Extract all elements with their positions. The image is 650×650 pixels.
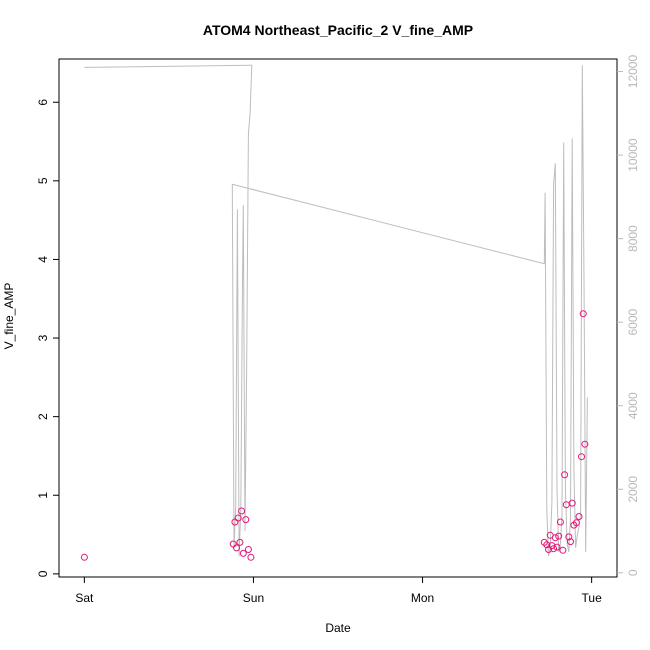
- y2-tick-label-2: 4000: [626, 392, 640, 419]
- y-tick-label-4: 4: [36, 256, 50, 263]
- data-point: [244, 546, 252, 553]
- data-point: [80, 553, 88, 561]
- data-point: [568, 499, 576, 507]
- data-point: [556, 518, 564, 526]
- y2-tick-label-0: 0: [626, 569, 640, 576]
- data-point: [565, 533, 573, 541]
- x-tick-label-2: Mon: [411, 591, 434, 605]
- data-point: [543, 541, 551, 549]
- y-tick-label-0: 0: [36, 570, 50, 577]
- x-axis-label: Date: [325, 621, 351, 635]
- x-tick-label-0: Sat: [75, 591, 94, 605]
- data-point: [575, 513, 583, 520]
- y-tick-label-5: 5: [36, 177, 50, 184]
- plot-frame: [58, 58, 618, 578]
- y-tick-label-6: 6: [36, 99, 50, 106]
- data-point: [247, 553, 255, 561]
- data-point: [555, 532, 563, 540]
- y2-tick-label-6: 12000: [626, 55, 640, 89]
- y-tick-label-2: 2: [36, 413, 50, 420]
- series-line: [84, 64, 588, 557]
- data-point: [561, 471, 569, 479]
- y-tick-label-3: 3: [36, 334, 50, 341]
- data-point: [233, 544, 240, 552]
- data-point: [239, 549, 247, 557]
- data-point: [559, 546, 567, 554]
- data-point: [581, 440, 589, 448]
- data-point: [579, 310, 587, 318]
- chart-title: ATOM4 Northeast_Pacific_2 V_fine_AMP: [203, 22, 473, 38]
- x-tick-label-3: Tue: [582, 591, 603, 605]
- data-point: [242, 516, 250, 524]
- series-points-group: [80, 310, 589, 561]
- data-point: [229, 540, 237, 548]
- data-point: [236, 538, 244, 546]
- data-point: [578, 453, 585, 461]
- y-axis-label: V_fine_AMP: [2, 283, 16, 350]
- data-point: [551, 534, 559, 542]
- data-point: [553, 543, 561, 551]
- y2-tick-label-5: 10000: [626, 138, 640, 172]
- data-point: [234, 514, 242, 522]
- data-point: [238, 507, 246, 515]
- series-line-group: [84, 64, 588, 557]
- y2-tick-label-3: 6000: [626, 309, 640, 336]
- data-point: [545, 546, 552, 553]
- y-tick-label-1: 1: [36, 492, 50, 499]
- x-tick-label-1: Sun: [243, 591, 264, 605]
- y2-tick-label-4: 8000: [626, 225, 640, 252]
- data-point: [572, 519, 580, 527]
- y2-tick-label-1: 2000: [626, 476, 640, 503]
- data-point: [550, 545, 558, 553]
- axes-group: 0 1 2 3 4 5 6 0 2000 4000 6000 8000 10000 12000 Sat Sun…: [36, 55, 640, 605]
- data-point: [567, 538, 574, 546]
